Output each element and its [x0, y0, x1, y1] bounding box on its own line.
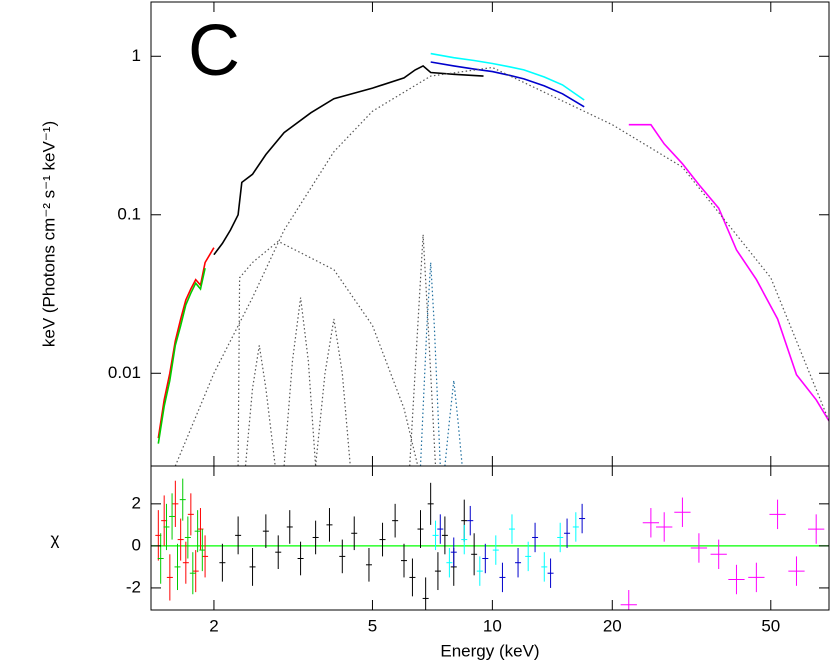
model-component — [315, 318, 351, 466]
residual-point — [275, 535, 282, 570]
x-tick-label: 10 — [483, 616, 502, 635]
residual-point — [441, 516, 448, 555]
residual-point — [172, 480, 179, 527]
residual-point — [788, 556, 805, 586]
residual-point — [482, 543, 489, 574]
residual-point — [450, 537, 457, 567]
spectrum-line — [157, 268, 206, 444]
residual-point — [515, 547, 522, 578]
model-component — [244, 345, 276, 466]
panel-label: C — [188, 11, 240, 91]
x-axis-label: Energy (keV) — [440, 641, 539, 660]
residual-point — [532, 522, 539, 553]
residual-point — [508, 514, 515, 544]
residual-point — [189, 552, 196, 595]
residual-point — [184, 516, 191, 559]
residual-point — [541, 552, 548, 582]
residual-point — [476, 556, 483, 586]
residual-point — [492, 535, 499, 565]
residual-point — [674, 497, 691, 527]
residual-point — [351, 516, 358, 551]
residual-point — [437, 514, 444, 544]
residual-point — [409, 558, 416, 597]
x-tick-label: 50 — [761, 616, 780, 635]
residual-point — [432, 520, 439, 551]
residual-point — [728, 564, 745, 595]
residual-point — [163, 503, 170, 551]
plot-frame — [150, 465, 830, 611]
residual-point — [157, 533, 164, 584]
residual-point — [769, 499, 786, 530]
residual-point — [286, 510, 293, 544]
residual-point — [499, 562, 506, 593]
residual-point — [182, 541, 189, 584]
residual-point — [690, 533, 708, 563]
residual-point — [564, 518, 571, 548]
residual-point — [400, 543, 407, 578]
y-tick-label: -2 — [126, 577, 141, 596]
residual-point — [461, 524, 468, 555]
y-tick-label: 0.1 — [117, 204, 141, 223]
residual-point — [392, 503, 399, 538]
model-component — [409, 234, 437, 466]
residual-point — [187, 493, 194, 536]
y-axis-label: keV (Photons cm⁻² s⁻¹ keV⁻¹) — [39, 121, 58, 347]
residual-point — [177, 518, 184, 561]
residual-point — [525, 541, 532, 572]
residual-point — [467, 505, 474, 536]
spectrum-line — [430, 52, 585, 101]
y-tick-label: 2 — [132, 493, 141, 512]
model-component — [237, 240, 419, 466]
model-component — [419, 262, 441, 466]
model-component — [444, 380, 463, 466]
residual-point — [199, 529, 206, 572]
residual-point — [579, 503, 586, 534]
spectrum-line — [628, 123, 829, 422]
residual-point — [656, 512, 673, 542]
residual-point — [249, 547, 256, 586]
model-component — [283, 297, 317, 466]
y-axis-label: χ — [51, 529, 60, 548]
x-tick-label: 5 — [368, 616, 377, 635]
model-component — [174, 66, 829, 466]
spectrum-line — [213, 64, 484, 256]
y-tick-label: 0.01 — [108, 363, 141, 382]
y-tick-label: 0 — [132, 535, 141, 554]
residual-point — [262, 514, 269, 548]
x-tick-label: 20 — [603, 616, 622, 635]
residual-point — [379, 522, 386, 557]
x-tick-label: 2 — [209, 616, 218, 635]
residual-point — [179, 478, 186, 521]
residual-point — [174, 543, 181, 591]
residual-point — [642, 508, 660, 538]
residual-point — [365, 547, 372, 582]
residual-point — [434, 552, 441, 591]
residual-point — [471, 533, 478, 576]
residual-point — [312, 520, 319, 555]
residual-point — [235, 516, 242, 555]
residual-point — [339, 539, 346, 574]
residual-point — [547, 558, 554, 588]
residual-point — [620, 590, 637, 610]
residual-point — [417, 510, 424, 548]
residual-point — [169, 493, 176, 540]
residual-point — [557, 522, 564, 553]
residual-point — [297, 541, 304, 576]
y-tick-label: 1 — [132, 46, 141, 65]
residual-point — [427, 482, 434, 525]
residual-point — [192, 550, 199, 593]
residual-point — [710, 539, 727, 570]
residual-point — [219, 543, 226, 582]
residual-point — [166, 554, 173, 601]
residual-point — [422, 577, 429, 610]
residual-point — [748, 562, 765, 593]
residual-point — [808, 514, 825, 544]
spectrum-line — [157, 247, 215, 439]
residual-point — [326, 508, 333, 542]
residual-point — [572, 512, 579, 542]
residual-point — [446, 547, 453, 578]
residual-point — [202, 535, 209, 578]
residual-point — [194, 510, 201, 553]
